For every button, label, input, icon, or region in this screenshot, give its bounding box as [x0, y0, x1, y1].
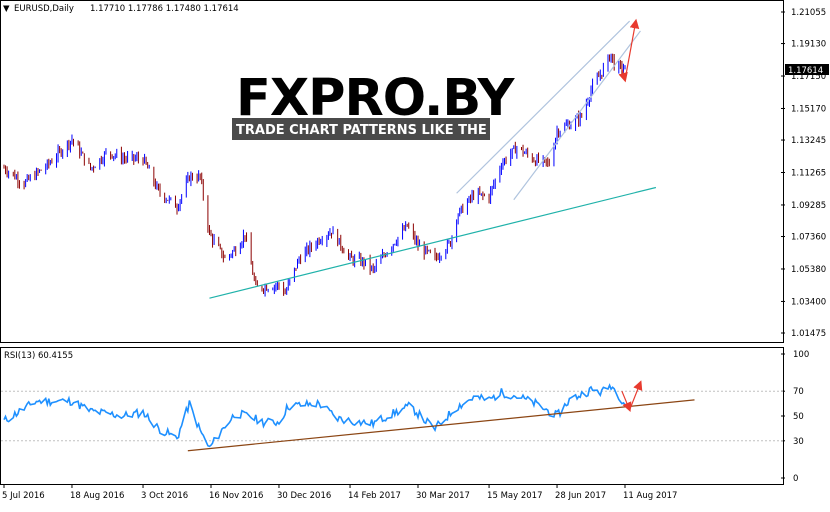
time-tick-label: 28 Jun 2017: [555, 491, 606, 501]
price-tick-label: 1.03400: [791, 297, 826, 307]
price-tick-label: 1.21055: [791, 8, 826, 18]
main-pane-frame: [0, 0, 784, 343]
time-tick-label: 15 May 2017: [487, 491, 542, 501]
channel-upper-line[interactable]: [456, 20, 631, 194]
time-tick-label: 30 Mar 2017: [416, 491, 470, 501]
price-tick-label: 1.15170: [791, 104, 826, 114]
arrow-down-icon[interactable]: [618, 68, 628, 83]
time-tick-label: 3 Oct 2016: [141, 491, 188, 501]
support-trendline[interactable]: [209, 186, 657, 299]
channel-lower-line[interactable]: [513, 30, 641, 201]
logo-tagline: TRADE CHART PATTERNS LIKE THE PROS: [236, 123, 531, 138]
rsi-trendline[interactable]: [187, 399, 695, 452]
price-tick-label: 1.13245: [791, 136, 826, 146]
arrow-up-icon[interactable]: [624, 18, 640, 81]
time-tick-label: 5 Jul 2016: [2, 491, 45, 501]
time-tick-label: 30 Dec 2016: [277, 491, 331, 501]
collapse-triangle-icon[interactable]: ▼: [3, 4, 10, 14]
rsi-line: [3, 383, 626, 448]
time-axis: 5 Jul 2016 18 Aug 2016 3 Oct 2016 16 Nov 20…: [2, 484, 677, 501]
rsi-arrow-up-icon[interactable]: [629, 380, 643, 411]
rsi-tick-label: 100: [793, 350, 809, 360]
time-tick-label: 11 Aug 2017: [623, 491, 677, 501]
rsi-tick-label: 30: [793, 437, 804, 447]
price-axis: 1.21055 1.19130 1.17150 1.15170 1.13245 1.112…: [781, 8, 826, 339]
logo-tagline-bar: [232, 118, 490, 140]
rsi-header: RSI(13) 60.4155: [4, 351, 73, 361]
rsi-arrow-down-icon[interactable]: [621, 390, 632, 413]
annotations-group: [209, 18, 657, 299]
logo-main-text: FXPRO.BY: [236, 69, 516, 128]
price-tick-label: 1.07360: [791, 233, 826, 243]
price-tick-label: 1.17150: [791, 72, 826, 82]
price-tick-label: 1.05380: [791, 265, 826, 275]
rsi-tick-label: 50: [793, 412, 804, 422]
fxpro-logo: FXPRO.BY TRADE CHART PATTERNS LIKE THE P…: [232, 69, 531, 140]
rsi-tick-label: 70: [793, 387, 804, 397]
price-tick-label: 1.19130: [791, 40, 826, 50]
symbol-label: EURUSD,Daily: [14, 4, 74, 14]
price-tick-label: 1.01475: [791, 329, 826, 339]
price-tick-label: 1.11265: [791, 169, 826, 179]
current-price-tag: 1.17614: [788, 66, 823, 76]
time-tick-label: 14 Feb 2017: [348, 491, 401, 501]
current-price-tag-bg: [785, 64, 829, 75]
candles-group: [3, 53, 626, 297]
time-tick-label: 18 Aug 2016: [70, 491, 124, 501]
price-tick-label: 1.09285: [791, 201, 826, 211]
rsi-tick-label: 0: [793, 474, 798, 484]
rsi-group: 100 70 50 30 0: [1, 350, 809, 484]
time-tick-label: 16 Nov 2016: [209, 491, 263, 501]
ohlc-values: 1.17710 1.17786 1.17480 1.17614: [90, 4, 239, 14]
